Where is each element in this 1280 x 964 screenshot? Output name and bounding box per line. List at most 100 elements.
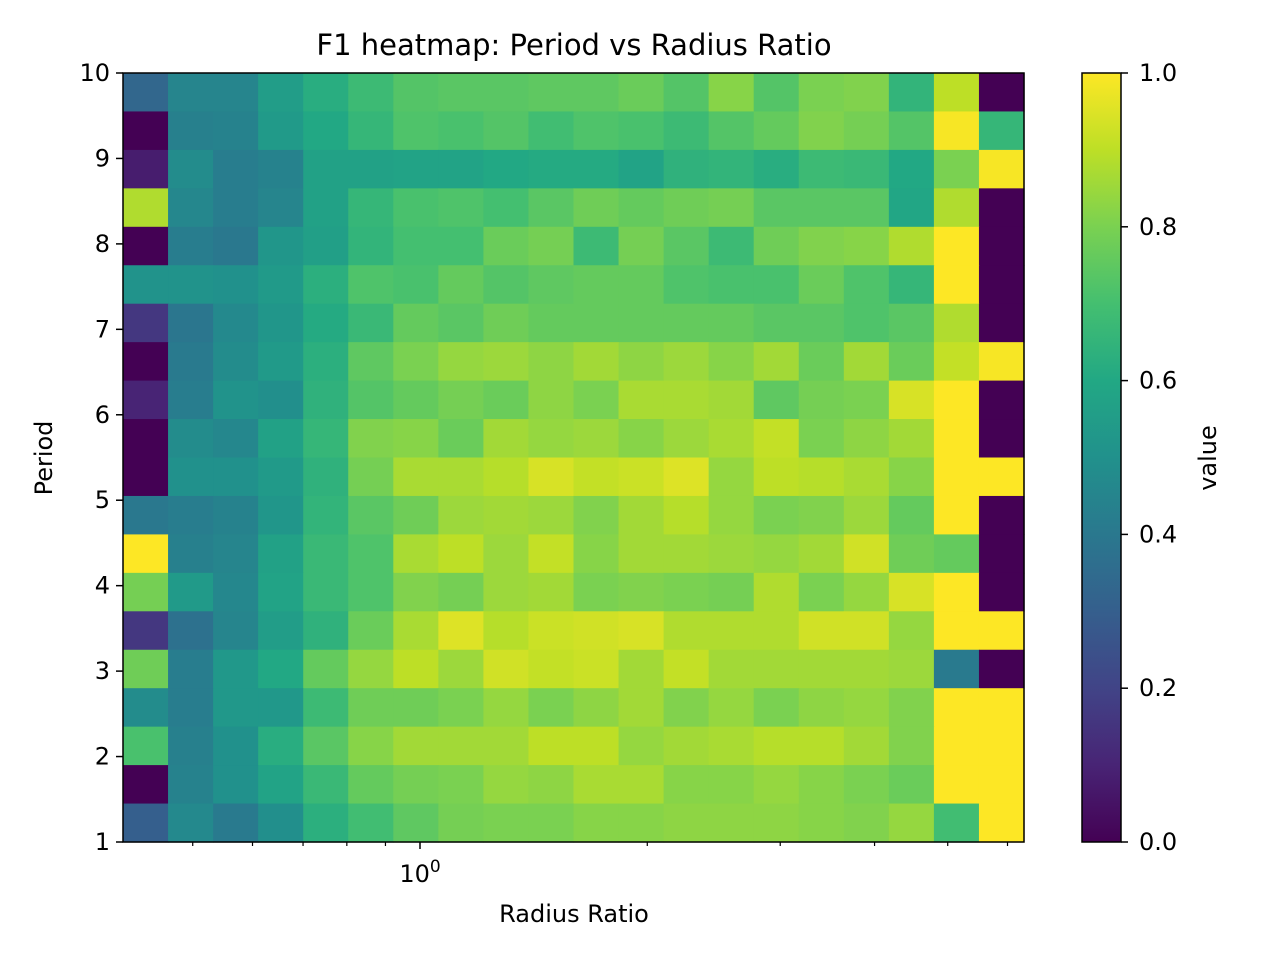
y-tick-label: 10 [79,59,110,87]
heatmap-cell [663,572,710,612]
heatmap-cell [618,188,665,228]
heatmap-cell [843,111,890,151]
heatmap-cell [123,265,169,305]
heatmap-cell [123,303,169,343]
heatmap-cell [528,803,575,843]
heatmap-cell [123,765,169,805]
heatmap-cell [123,534,169,574]
heatmap-cell [753,457,800,497]
heatmap-cell [573,803,620,843]
heatmap-cell [303,457,349,497]
heatmap-cell [798,380,845,420]
heatmap-cell [168,534,214,574]
heatmap-cell [168,572,214,612]
heatmap-cell [258,765,304,805]
heatmap-cell [258,73,304,113]
heatmap-cell [978,765,1025,805]
heatmap-cell [978,457,1025,497]
heatmap-cell [708,534,755,574]
heatmap-cell [708,457,755,497]
heatmap-cell [843,534,890,574]
heatmap-cell [573,726,620,766]
heatmap-cell [438,380,484,420]
heatmap-cell [168,495,214,535]
heatmap-cell [888,149,935,189]
heatmap-cell [663,188,710,228]
heatmap-cell [348,188,394,228]
heatmap-cell [123,572,169,612]
heatmap-cell [663,111,710,151]
heatmap-cell [753,111,800,151]
heatmap-cell [798,457,845,497]
heatmap-cell [573,649,620,689]
heatmap-cell [798,688,845,728]
heatmap-cell [888,226,935,266]
y-axis-ticks: 1 2 3 4 5 6 7 8 9 10 [79,59,123,856]
heatmap-cell [258,303,304,343]
heatmap-cell [483,534,530,574]
heatmap-cell [258,611,304,651]
heatmap-cell [168,111,214,151]
heatmap-cell [393,380,439,420]
heatmap-cell [933,803,980,843]
heatmap-cell [843,572,890,612]
heatmap-cell [573,572,620,612]
colorbar-tick-label: 0.2 [1139,674,1177,702]
heatmap-cell [438,265,484,305]
heatmap-cell [978,73,1025,113]
heatmap-cell [933,534,980,574]
heatmap-cell [978,265,1025,305]
heatmap-cell [933,226,980,266]
heatmap-cell [573,149,620,189]
x-axis-ticks: 100 [192,842,1009,888]
heatmap-cell [753,495,800,535]
heatmap-cell [708,226,755,266]
colorbar-label: value [1194,425,1222,491]
heatmap-cell [888,726,935,766]
heatmap-cell [393,265,439,305]
plot-frame [122,72,1025,843]
heatmap-cell [258,534,304,574]
heatmap-cell [933,765,980,805]
heatmap-cell [933,303,980,343]
heatmap-cell [123,611,169,651]
heatmap-cell [393,611,439,651]
heatmap-cell [843,803,890,843]
heatmap-cell [528,188,575,228]
heatmap-cell [483,457,530,497]
heatmap-cell [303,265,349,305]
heatmap-cell [528,457,575,497]
y-tick-label: 5 [95,486,110,514]
heatmap-cell [888,419,935,459]
heatmap-cell [888,534,935,574]
heatmap-cell [528,419,575,459]
heatmap-cell [753,572,800,612]
heatmap-cell [798,534,845,574]
heatmap-cell [438,342,484,382]
heatmap-cell [843,765,890,805]
heatmap-cell [348,457,394,497]
heatmap-cell [393,303,439,343]
heatmap-cell [483,149,530,189]
heatmap-cell [168,380,214,420]
heatmap-cell [168,765,214,805]
heatmap-cell [708,611,755,651]
heatmap-cell [843,649,890,689]
heatmap-cell [753,265,800,305]
heatmap-cell [483,611,530,651]
heatmap-cell [213,611,259,651]
heatmap-cell [978,188,1025,228]
heatmap-cell [303,572,349,612]
heatmap-cell [348,803,394,843]
heatmap-cell [978,534,1025,574]
heatmap-cell [798,572,845,612]
heatmap-cell [483,226,530,266]
heatmap-cell [528,149,575,189]
heatmap-cell [663,73,710,113]
heatmap-cell [933,688,980,728]
heatmap-cell [843,611,890,651]
heatmap-cell [528,495,575,535]
heatmap-cell [798,342,845,382]
heatmap-cell [933,380,980,420]
heatmap-cell [843,342,890,382]
